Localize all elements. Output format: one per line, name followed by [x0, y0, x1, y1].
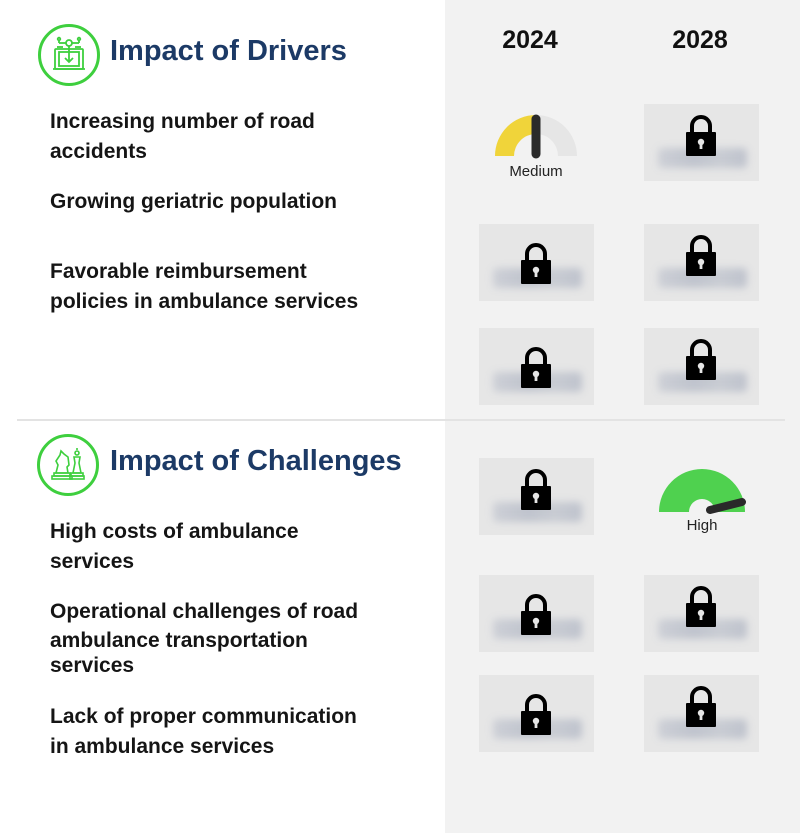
lock-icon [521, 594, 551, 635]
column-header-2024: 2024 [502, 26, 558, 54]
locked-impact-cell[interactable] [644, 575, 759, 652]
challenge-item-line: Lack of proper communication [50, 705, 357, 728]
locked-impact-cell[interactable] [479, 224, 594, 301]
lock-icon [686, 115, 716, 156]
locked-impact-cell[interactable] [479, 328, 594, 405]
gauge-high-icon [659, 469, 746, 514]
driver-item-line: Increasing number of road [50, 110, 315, 133]
locked-impact-cell[interactable] [644, 104, 759, 181]
driver-item-road-accidents: Increasing number of road accidents [50, 107, 410, 167]
lock-icon [521, 243, 551, 284]
blurred-value [658, 719, 747, 739]
driver-item-line: accidents [50, 140, 147, 163]
locked-impact-cell[interactable] [644, 224, 759, 301]
locked-impact-cell[interactable] [479, 675, 594, 752]
impact-gauge-medium: Medium [476, 104, 596, 194]
challenge-item-line: services [50, 550, 135, 573]
driver-item-line: policies in ambulance services [50, 290, 359, 313]
lock-icon [521, 347, 551, 388]
section-divider [17, 419, 785, 421]
challenge-item-line: in ambulance services [50, 735, 275, 758]
gauge-label-medium: Medium [509, 163, 563, 180]
locked-impact-cell[interactable] [479, 458, 594, 535]
impact-gauge-high: High [642, 460, 762, 550]
challenge-item-high-costs: High costs of ambulance services [50, 517, 410, 577]
blurred-value [658, 268, 747, 288]
column-header-2028: 2028 [672, 26, 728, 54]
challenge-item-line: Operational challenges of road [50, 600, 359, 623]
blurred-value [658, 619, 747, 639]
lock-icon [521, 694, 551, 735]
challenge-item-line: High costs of ambulance [50, 520, 299, 543]
lock-icon [686, 339, 716, 380]
driver-item-line: Favorable reimbursement [50, 260, 307, 283]
lock-icon [686, 586, 716, 627]
locked-impact-cell[interactable] [479, 575, 594, 652]
blurred-value [493, 502, 582, 522]
challenge-item-line: services [50, 654, 135, 677]
challenge-item-line: ambulance transportation [50, 629, 308, 652]
locked-impact-cell[interactable] [644, 675, 759, 752]
drivers-download-icon [38, 24, 100, 86]
challenges-section-title: Impact of Challenges [110, 445, 402, 477]
locked-impact-cell[interactable] [644, 328, 759, 405]
gauge-label-high: High [686, 517, 718, 534]
blurred-value [658, 372, 747, 392]
lock-icon [686, 686, 716, 727]
driver-item-geriatric-population: Growing geriatric population [50, 187, 410, 217]
challenge-item-operational-challenges: Operational challenges of road ambulance… [50, 597, 410, 678]
driver-item-reimbursement-policies: Favorable reimbursement policies in ambu… [50, 257, 410, 317]
gauge-medium-icon [495, 114, 577, 159]
chess-pieces-icon [37, 434, 99, 496]
challenge-item-lack-of-communication: Lack of proper communication in ambulanc… [50, 702, 410, 762]
blurred-value [658, 148, 747, 168]
lock-icon [686, 235, 716, 276]
driver-item-line: Growing geriatric population [50, 190, 338, 213]
drivers-section-title: Impact of Drivers [110, 35, 347, 67]
lock-icon [521, 469, 551, 510]
